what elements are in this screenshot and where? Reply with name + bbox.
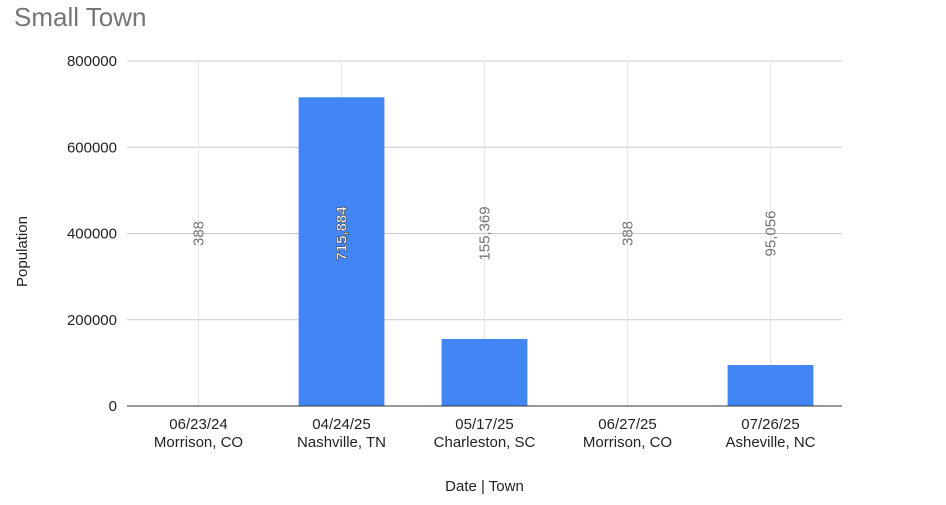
x-tick-date: 05/17/25 bbox=[455, 416, 513, 433]
y-tick-label: 800000 bbox=[67, 53, 117, 70]
y-tick-label: 200000 bbox=[67, 312, 117, 329]
y-axis-ticks: 0 200000 400000 600000 800000 bbox=[67, 53, 117, 415]
y-tick-label: 600000 bbox=[67, 139, 117, 156]
data-label: 388 bbox=[191, 221, 208, 246]
x-tick-town: Morrison, CO bbox=[154, 434, 243, 451]
data-label: 388 bbox=[620, 221, 637, 246]
x-axis-title: Date | Town bbox=[445, 478, 524, 495]
x-tick-town: Nashville, TN bbox=[297, 434, 386, 451]
data-label: 155,369 bbox=[477, 206, 494, 260]
x-tick-town: Asheville, NC bbox=[725, 434, 815, 451]
data-label: 95,056 bbox=[763, 211, 780, 257]
y-tick-label: 400000 bbox=[67, 226, 117, 243]
x-tick-date: 07/26/25 bbox=[741, 416, 799, 433]
x-tick-town: Charleston, SC bbox=[434, 434, 536, 451]
x-tick-town: Morrison, CO bbox=[583, 434, 672, 451]
chart-title: Small Town bbox=[14, 2, 147, 32]
bar bbox=[298, 97, 385, 406]
y-tick-label: 0 bbox=[109, 398, 117, 415]
x-tick-date: 06/27/25 bbox=[598, 416, 656, 433]
bars bbox=[155, 97, 814, 407]
bar bbox=[727, 365, 814, 406]
x-tick-date: 04/24/25 bbox=[312, 416, 370, 433]
bar bbox=[441, 338, 528, 406]
data-label: 715,884 bbox=[334, 206, 351, 261]
y-axis-title: Population bbox=[14, 216, 31, 287]
x-tick-date: 06/23/24 bbox=[169, 416, 227, 433]
data-labels: 388 715,884 155,369 388 95,056 bbox=[191, 205, 780, 261]
